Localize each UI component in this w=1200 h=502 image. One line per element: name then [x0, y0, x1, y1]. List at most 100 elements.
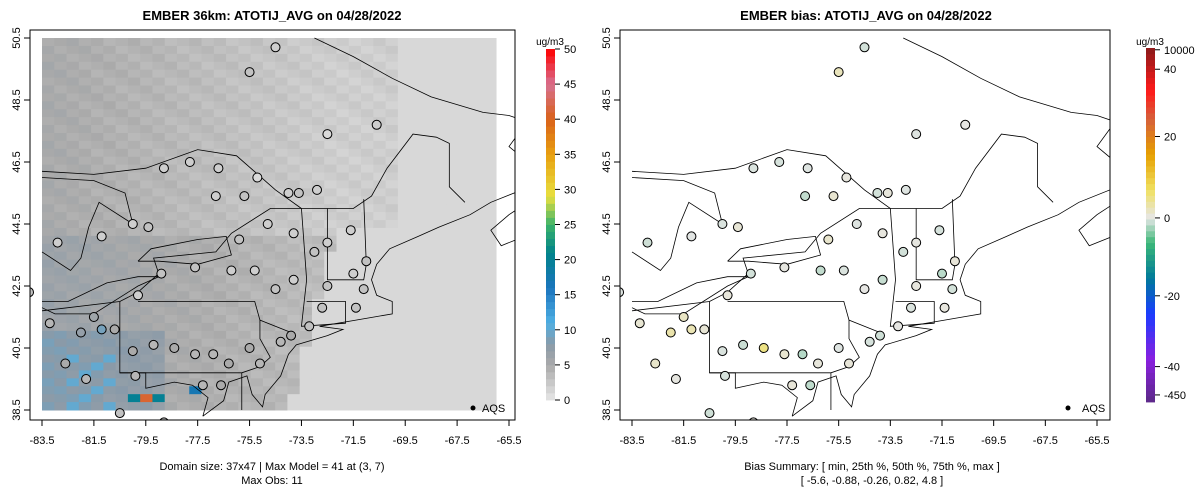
grid-cell: [42, 283, 55, 292]
grid-cell: [336, 354, 350, 364]
grid-cell: [446, 338, 460, 348]
grid-cell: [324, 243, 338, 253]
grid-cell: [250, 164, 264, 174]
grid-cell: [434, 117, 448, 126]
grid-cell: [324, 196, 338, 205]
grid-cell: [238, 101, 252, 110]
colorbar-segment: [1146, 118, 1155, 126]
grid-cell: [324, 61, 338, 71]
grid-cell: [226, 109, 239, 118]
grid-cell: [324, 85, 338, 94]
grid-cell: [324, 322, 338, 332]
grid-cell: [140, 53, 153, 63]
grid-cell: [152, 338, 166, 348]
grid-cell: [238, 227, 252, 237]
colorbar-segment: [1146, 177, 1155, 185]
grid-cell: [164, 220, 178, 229]
grid-cell: [54, 362, 68, 371]
grid-cell: [299, 101, 313, 110]
grid-cell: [66, 148, 80, 158]
grid-cell: [250, 125, 264, 134]
grid-cell: [176, 140, 190, 150]
grid-cell: [336, 402, 350, 411]
grid-cell: [434, 346, 448, 356]
grid-cell: [115, 362, 129, 371]
grid-cell: [262, 172, 276, 181]
grid-cell: [311, 227, 325, 237]
grid-cell: [176, 212, 190, 221]
grid-cell: [213, 291, 227, 300]
grid-cell: [459, 85, 472, 94]
grid-cell: [226, 172, 239, 181]
grid-cell: [250, 307, 264, 316]
grid-cell: [238, 156, 252, 166]
grid-cell: [42, 354, 55, 364]
colorbar-segment: [546, 315, 555, 324]
grid-cell: [336, 148, 350, 158]
grid-cell: [140, 156, 153, 166]
grid-cell: [152, 172, 166, 181]
grid-cell: [324, 267, 338, 276]
grid-cell: [115, 315, 129, 324]
grid-cell: [91, 38, 104, 47]
grid-cell: [311, 132, 325, 142]
grid-cell: [42, 85, 55, 94]
grid-cell: [42, 140, 55, 150]
grid-cell: [471, 299, 485, 308]
grid-cell: [140, 402, 153, 411]
grid-cell: [446, 188, 460, 197]
grid-cell: [152, 275, 166, 284]
grid-cell: [471, 125, 485, 134]
grid-cell: [164, 69, 178, 79]
grid-cell: [311, 322, 325, 332]
grid-cell: [164, 180, 178, 189]
grid-cell: [226, 77, 239, 86]
grid-cell: [299, 227, 313, 237]
grid-cell: [459, 267, 472, 276]
grid-cell: [446, 77, 460, 86]
grid-cell: [471, 370, 485, 379]
grid-cell: [91, 53, 104, 63]
grid-cell: [140, 267, 153, 276]
grid-cell: [275, 53, 288, 63]
station-marker: [686, 231, 697, 242]
grid-cell: [275, 394, 288, 403]
model-footer-line2: Max Obs: 11: [241, 475, 303, 487]
grid-cell: [446, 212, 460, 221]
grid-cell: [213, 315, 227, 324]
station-marker: [732, 222, 743, 233]
bias-footer-line1: Bias Summary: [ min, 25th %, 50th %, 75t…: [744, 461, 1000, 473]
grid-cell: [397, 291, 411, 300]
grid-cell: [434, 61, 448, 71]
grid-cell: [336, 394, 350, 403]
station-marker: [254, 358, 265, 369]
y-tick-label: 38.5: [601, 399, 613, 420]
grid-cell: [140, 378, 153, 387]
grid-cell: [434, 132, 448, 142]
grid-cell: [226, 148, 239, 158]
grid-cell: [287, 283, 301, 292]
grid-cell: [385, 362, 399, 371]
station-marker: [650, 358, 661, 369]
colorbar-tick-label: 35: [564, 149, 576, 161]
grid-cell: [164, 93, 178, 102]
x-tick-label: -79.5: [133, 435, 158, 447]
grid-cell: [226, 322, 239, 332]
grid-cell: [66, 322, 80, 332]
grid-cell: [152, 109, 166, 118]
grid-cell: [275, 243, 288, 253]
colorbar-tick-label: -20: [1164, 291, 1180, 303]
x-tick-label: -77.5: [774, 435, 799, 447]
grid-cell: [54, 299, 68, 308]
station-marker: [833, 67, 844, 78]
grid-cell: [152, 212, 166, 221]
grid-cell: [446, 386, 460, 395]
grid-cell: [410, 69, 423, 79]
grid-cell: [446, 53, 460, 63]
grid-cell: [336, 212, 350, 221]
grid-cell: [483, 322, 497, 332]
grid-cell: [336, 117, 350, 126]
colorbar-segment: [1146, 71, 1155, 78]
grid-cell: [140, 140, 153, 150]
grid-cell: [348, 45, 362, 55]
